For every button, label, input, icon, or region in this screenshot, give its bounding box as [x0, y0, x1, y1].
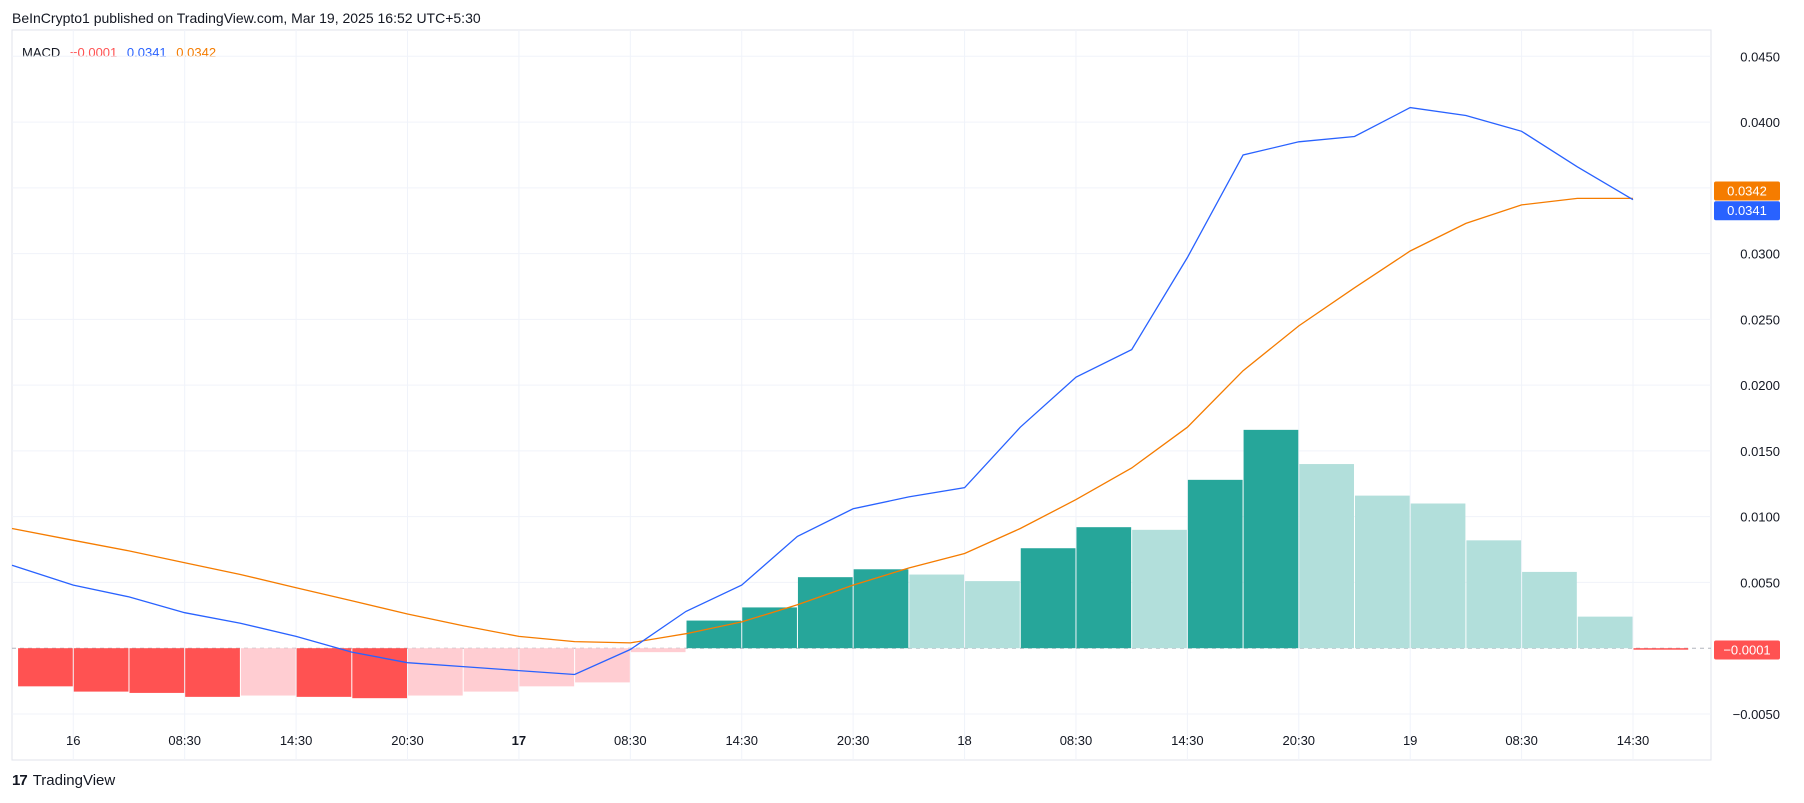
y-tick-label: −0.0050	[1733, 707, 1780, 722]
histogram-bar	[853, 569, 909, 649]
y-tick-label: 0.0400	[1740, 115, 1780, 130]
histogram-bar	[408, 648, 463, 696]
y-tick-label: 0.0150	[1740, 444, 1780, 459]
x-tick-label: 20:30	[1283, 733, 1316, 748]
histogram-bar	[296, 648, 352, 697]
histogram-bar	[352, 648, 408, 699]
x-tick-label: 18	[957, 733, 971, 748]
histogram-bar	[1132, 529, 1187, 649]
histogram-bar	[1187, 479, 1243, 649]
y-tick-label: 0.0100	[1740, 510, 1780, 525]
time-axis: 16 08:30 14:30 20:30 17 08:30 14:30 20:30 18 08:3…	[66, 733, 1649, 748]
histogram-bar	[240, 648, 296, 696]
histogram-bar	[1522, 571, 1577, 649]
x-tick-label: 20:30	[391, 733, 424, 748]
hist-price-label-bg	[1714, 640, 1780, 660]
histogram-bar	[965, 581, 1020, 649]
x-tick-label: 17	[512, 733, 526, 748]
macd-line	[11, 106, 1634, 676]
x-tick-label: 14:30	[280, 733, 313, 748]
x-tick-label: 14:30	[725, 733, 758, 748]
histogram-bar	[1076, 527, 1132, 649]
y-tick-label: 0.0050	[1740, 575, 1780, 590]
x-tick-label: 14:30	[1171, 733, 1204, 748]
macd-price-label: 0.0341	[1727, 203, 1767, 218]
y-tick-label: 0.0300	[1740, 247, 1780, 262]
histogram-bar	[129, 648, 185, 693]
tradingview-brand: TradingView	[32, 772, 116, 789]
histogram-bar	[18, 648, 73, 687]
x-tick-label: 19	[1403, 733, 1417, 748]
histogram-bar	[185, 648, 240, 697]
histogram-bar	[1633, 648, 1689, 650]
x-tick-label: 08:30	[168, 733, 201, 748]
histogram-bars	[18, 429, 1689, 699]
histogram-bar	[630, 648, 686, 653]
price-axis: −0.0050 0.0050 0.0100 0.0150 0.0200 0.0250 0.0…	[1733, 49, 1780, 722]
y-tick-label: 0.0250	[1740, 312, 1780, 327]
histogram-bar	[1577, 616, 1633, 649]
histogram-bar	[519, 648, 575, 687]
signal-price-label-bg	[1714, 181, 1780, 201]
tradingview-footer[interactable]: 17 TradingView	[12, 772, 115, 789]
macd-chart[interactable]: −0.00500.00500.01000.01500.02000.02500.0…	[0, 0, 1804, 770]
histogram-bar	[1354, 495, 1410, 649]
x-tick-label: 16	[66, 733, 80, 748]
price-labels: 0.0342 0.0341 −0.0001	[1714, 181, 1780, 660]
indicator-lines	[11, 106, 1634, 676]
x-tick-label: 08:30	[614, 733, 647, 748]
histogram-bar	[1299, 464, 1354, 649]
histogram-bar	[686, 620, 742, 649]
hist-price-label: −0.0001	[1723, 643, 1770, 658]
histogram-bar	[1466, 540, 1522, 649]
publisher-attribution: BeInCrypto1 published on TradingView.com…	[12, 10, 481, 26]
histogram-bar	[1243, 429, 1299, 649]
histogram-bar	[909, 574, 965, 649]
histogram-bar	[742, 607, 797, 649]
histogram-bar	[1410, 503, 1466, 649]
x-tick-label: 14:30	[1617, 733, 1650, 748]
x-tick-label: 08:30	[1060, 733, 1093, 748]
histogram-bar	[1020, 548, 1076, 649]
y-tick-label: 0.0450	[1740, 49, 1780, 64]
y-tick-label: 0.0200	[1740, 378, 1780, 393]
x-tick-label: 20:30	[837, 733, 870, 748]
signal-price-label: 0.0342	[1727, 183, 1767, 198]
tradingview-logo-icon: 17	[12, 772, 28, 789]
x-tick-label: 08:30	[1505, 733, 1538, 748]
histogram-bar	[73, 648, 129, 692]
macd-price-label-bg	[1714, 201, 1780, 221]
signal-line	[11, 197, 1633, 644]
